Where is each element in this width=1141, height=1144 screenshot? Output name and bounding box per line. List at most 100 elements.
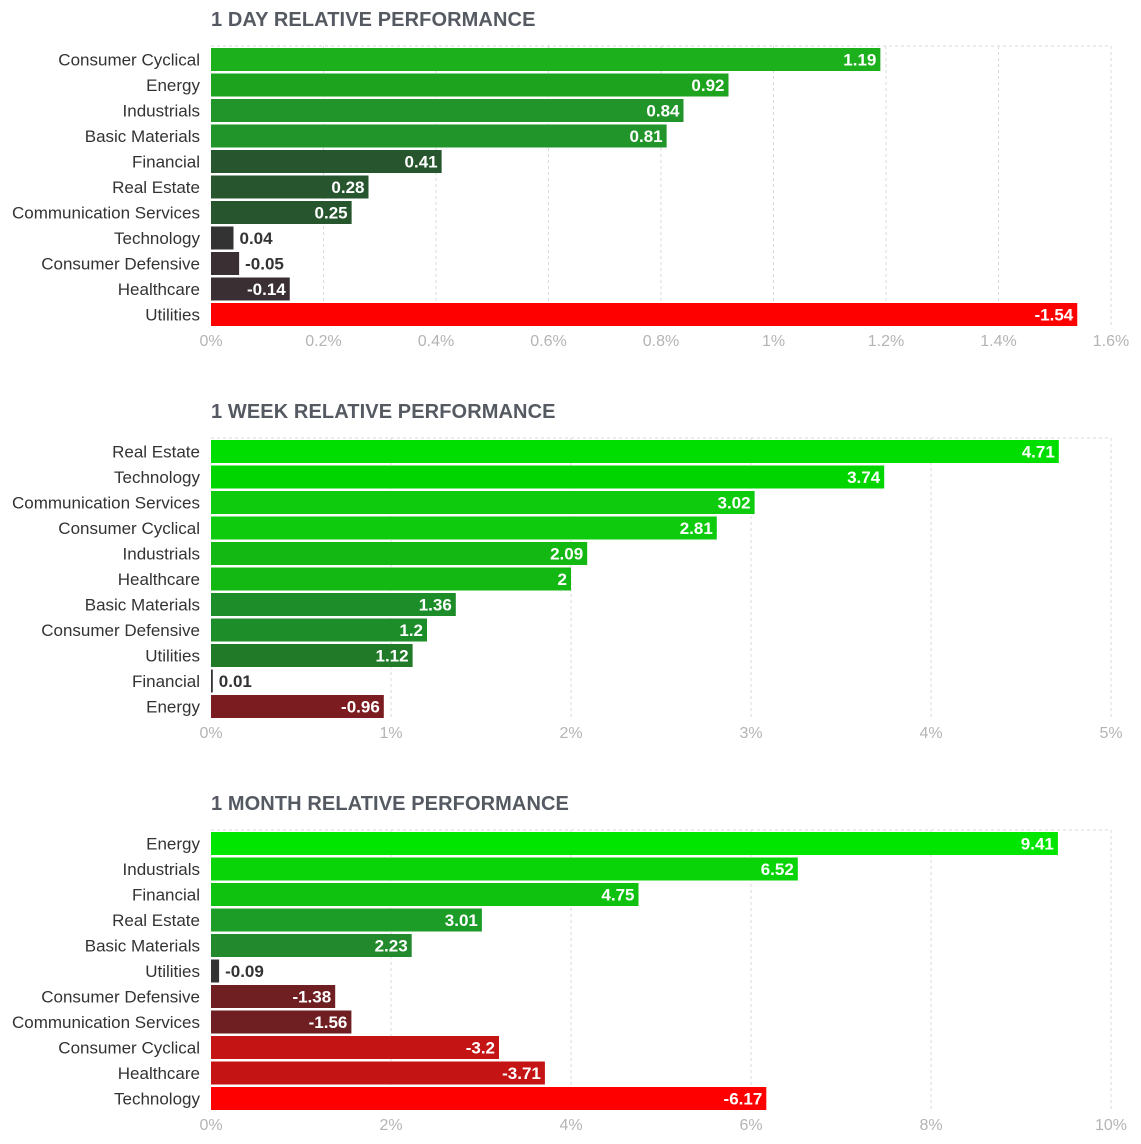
week-bar[interactable]	[211, 465, 885, 489]
day-bar[interactable]	[211, 150, 442, 173]
day-value-label: 0.41	[405, 153, 438, 172]
month-x-tick-label: 6%	[739, 1117, 762, 1134]
month-bar[interactable]	[211, 1036, 499, 1059]
month-chart-title: 1 MONTH RELATIVE PERFORMANCE	[211, 793, 569, 815]
week-x-tick-label: 1%	[379, 725, 402, 742]
month-x-tick-label: 10%	[1095, 1117, 1127, 1134]
day-category-label: Energy	[146, 76, 200, 95]
month-bar[interactable]	[211, 934, 412, 957]
month-category-label: Energy	[146, 835, 200, 854]
week-bar[interactable]	[211, 491, 755, 514]
week-bar[interactable]	[211, 567, 571, 591]
day-value-label: -1.54	[1035, 306, 1074, 325]
month-bar[interactable]	[211, 1087, 767, 1110]
day-bar[interactable]	[211, 201, 352, 224]
month-bar[interactable]	[211, 832, 1058, 855]
month-bar[interactable]	[211, 883, 639, 906]
month-value-label: -1.38	[292, 988, 331, 1007]
week-x-tick-label: 0%	[199, 725, 222, 742]
day-value-label: 0.81	[630, 127, 663, 146]
day-bar[interactable]	[211, 226, 234, 250]
week-bar[interactable]	[211, 593, 456, 616]
month-x-tick-label: 8%	[919, 1117, 942, 1134]
week-category-label: Healthcare	[118, 570, 200, 589]
day-bar[interactable]	[211, 175, 369, 199]
day-bar[interactable]	[211, 277, 290, 301]
day-bar[interactable]	[211, 48, 881, 71]
day-category-label: Utilities	[145, 306, 200, 325]
day-bar[interactable]	[211, 99, 684, 122]
day-category-label: Financial	[132, 153, 200, 172]
week-bar[interactable]	[211, 618, 427, 642]
week-value-label: 4.71	[1022, 443, 1055, 462]
day-x-tick-label: 0%	[199, 333, 222, 350]
month-category-label: Basic Materials	[85, 937, 200, 956]
week-value-label: 1.12	[376, 647, 409, 666]
month-category-label: Healthcare	[118, 1064, 200, 1083]
month-category-label: Technology	[114, 1090, 201, 1109]
week-bar[interactable]	[211, 695, 384, 718]
month-bar[interactable]	[211, 857, 798, 881]
week-category-label: Utilities	[145, 647, 200, 666]
week-value-label: 2	[558, 570, 567, 589]
week-category-label: Technology	[114, 468, 201, 487]
month-category-label: Consumer Defensive	[41, 988, 200, 1007]
month-value-label: -1.56	[309, 1013, 348, 1032]
week-bar[interactable]	[211, 542, 588, 565]
day-chart-title: 1 DAY RELATIVE PERFORMANCE	[211, 9, 536, 31]
day-value-label: 0.25	[315, 204, 348, 223]
week-value-label: 2.81	[680, 519, 713, 538]
day-value-label: 0.84	[646, 102, 680, 121]
month-x-tick-label: 4%	[559, 1117, 582, 1134]
week-category-label: Consumer Defensive	[41, 621, 200, 640]
month-category-label: Real Estate	[112, 911, 200, 930]
month-category-label: Utilities	[145, 962, 200, 981]
week-bar[interactable]	[211, 669, 213, 693]
month-bar[interactable]	[211, 959, 220, 983]
day-x-tick-label: 0.2%	[305, 333, 341, 350]
day-value-label: 0.04	[240, 229, 274, 248]
day-bar[interactable]	[211, 73, 729, 97]
day-bar[interactable]	[211, 124, 667, 148]
week-value-label: 0.01	[219, 672, 252, 691]
day-x-tick-label: 1%	[762, 333, 785, 350]
month-category-label: Consumer Cyclical	[58, 1039, 200, 1058]
week-category-label: Energy	[146, 698, 200, 717]
month-value-label: 9.41	[1021, 835, 1054, 854]
month-bar[interactable]	[211, 1010, 352, 1034]
day-value-label: 0.92	[691, 76, 724, 95]
week-value-label: 1.36	[419, 596, 452, 615]
week-category-label: Communication Services	[12, 494, 200, 513]
week-performance-chart: 0% 1% 2% 3% 4% 5% Real Estate 4.71 Technology 3.7…	[12, 437, 1123, 742]
day-category-label: Basic Materials	[85, 127, 200, 146]
week-value-label: -0.96	[341, 698, 380, 717]
week-chart-title: 1 WEEK RELATIVE PERFORMANCE	[211, 401, 556, 423]
day-bar[interactable]	[211, 303, 1078, 326]
week-category-label: Basic Materials	[85, 596, 200, 615]
week-x-tick-label: 2%	[559, 725, 582, 742]
day-x-tick-label: 1.6%	[1093, 333, 1129, 350]
month-bar[interactable]	[211, 985, 336, 1008]
week-bar[interactable]	[211, 644, 413, 667]
week-bar[interactable]	[211, 516, 717, 540]
day-category-label: Technology	[114, 229, 201, 248]
day-value-label: -0.05	[245, 255, 284, 274]
week-bar[interactable]	[211, 440, 1059, 463]
month-x-tick-label: 0%	[199, 1117, 222, 1134]
month-value-label: 3.01	[445, 911, 478, 930]
day-performance-chart: 0% 0.2% 0.4% 0.6% 0.8% 1% 1.2% 1.4% 1.6% Consumer…	[12, 45, 1129, 350]
month-value-label: 2.23	[375, 937, 408, 956]
day-x-tick-label: 0.8%	[643, 333, 679, 350]
month-value-label: 4.75	[601, 886, 634, 905]
month-bar[interactable]	[211, 908, 482, 932]
day-bar[interactable]	[211, 252, 240, 275]
day-category-label: Consumer Cyclical	[58, 51, 200, 70]
month-value-label: -3.71	[502, 1064, 541, 1083]
day-value-label: 0.28	[331, 178, 364, 197]
week-x-tick-label: 5%	[1099, 725, 1122, 742]
month-value-label: -3.2	[466, 1039, 495, 1058]
day-category-label: Healthcare	[118, 280, 200, 299]
day-x-tick-label: 1.2%	[868, 333, 904, 350]
month-bar[interactable]	[211, 1061, 545, 1085]
day-category-label: Consumer Defensive	[41, 255, 200, 274]
